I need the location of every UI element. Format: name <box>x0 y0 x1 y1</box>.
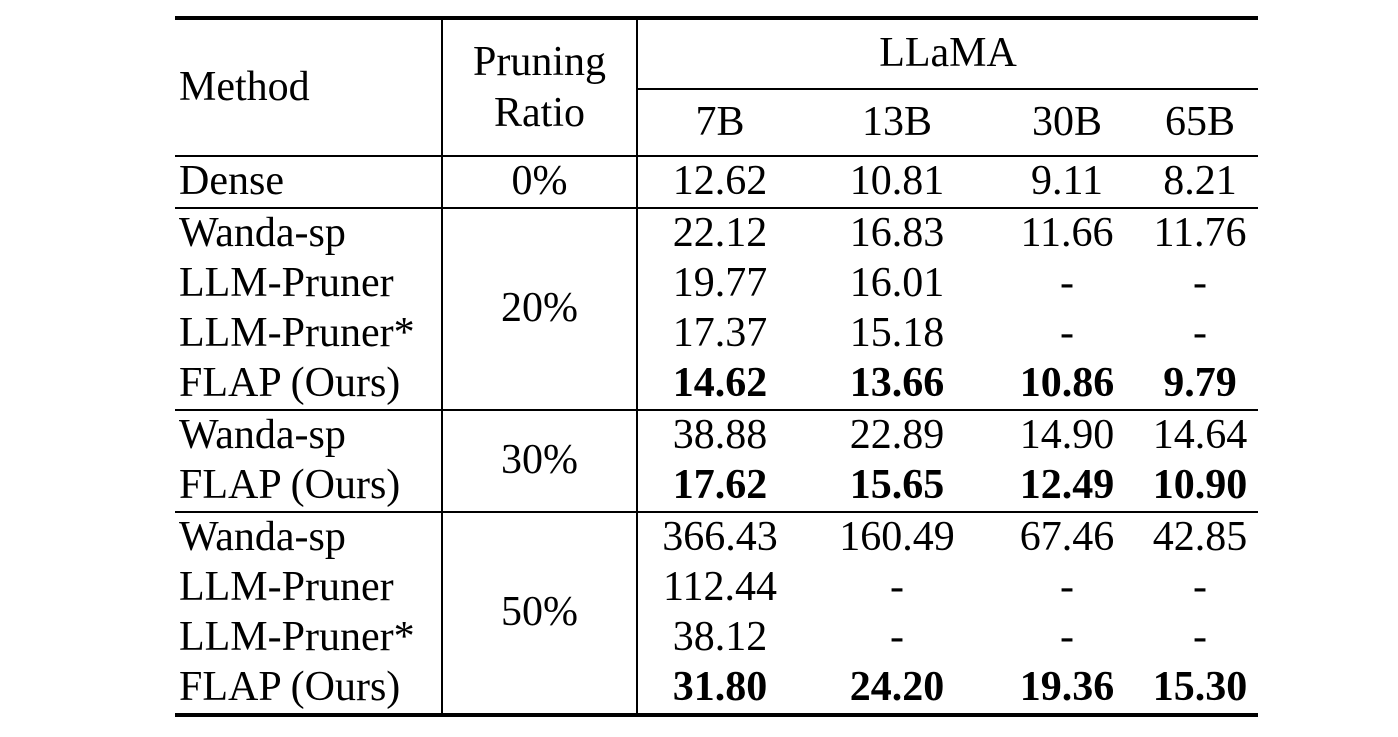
value-cell: 19.77 <box>672 260 768 307</box>
value-cell: 14.64 <box>1152 412 1248 459</box>
value-cell: 9.79 <box>1142 359 1259 411</box>
table-row: Dense 0% 12.62 10.81 9.11 8.21 <box>175 156 1259 209</box>
value-cell: 38.88 <box>672 412 768 459</box>
value-cell: 24.20 <box>849 664 945 711</box>
table-row: FLAP (Ours) 17.62 15.65 12.49 10.90 <box>175 461 1259 513</box>
value-cell: 14.90 <box>1019 412 1115 459</box>
value-cell: 14.62 <box>637 359 802 411</box>
header-llama-group: LLaMA <box>637 18 1259 90</box>
header-model-13b: 13B <box>802 89 992 157</box>
value-cell: 9.11 <box>992 156 1142 209</box>
method-cell: LLM-Pruner* <box>179 614 415 661</box>
value-cell: 13.66 <box>802 359 992 411</box>
table-row: Wanda-sp 50% 366.43 160.49 67.46 42.85 <box>175 512 1258 716</box>
value-cell: - <box>1193 310 1207 357</box>
value-cell: 15.30 <box>1152 664 1248 711</box>
pruning-results-table: Method Pruning Ratio LLaMA 7B 13B 30B 65… <box>175 16 1259 717</box>
method-cell: FLAP (Ours) <box>179 664 401 711</box>
value-cell: - <box>1060 260 1074 307</box>
value-cell: 12.62 <box>637 156 802 209</box>
value-cell: 15.18 <box>849 310 945 357</box>
value-cell: 11.76 <box>1153 210 1247 257</box>
value-cell: - <box>1193 564 1207 611</box>
value-cell: - <box>890 564 904 611</box>
header-row-models: 7B 13B 30B 65B <box>175 89 1259 157</box>
ratio-cell: 50% <box>441 512 638 716</box>
value-cell: - <box>1193 260 1207 307</box>
table-row: Wanda-sp 30% 38.88 22.89 14.90 14.64 <box>175 410 1258 513</box>
method-cell: Dense <box>175 156 442 209</box>
header-method: Method <box>175 18 442 157</box>
value-cell: - <box>1060 564 1074 611</box>
ratio-cell: 0% <box>441 156 638 209</box>
table-row: FLAP (Ours) 14.62 13.66 10.86 9.79 <box>175 359 1259 411</box>
value-cell: - <box>890 614 904 661</box>
header-pruning-ratio: Pruning Ratio <box>441 18 638 157</box>
ratio-cell: 30% <box>441 410 638 513</box>
method-cell: FLAP (Ours) <box>175 461 442 513</box>
value-cell: 19.36 <box>1019 664 1115 711</box>
header-model-7b: 7B <box>637 89 802 157</box>
ratio-cell: 20% <box>441 208 638 411</box>
value-cell: 38.12 <box>672 614 768 661</box>
value-cell: 366.43 <box>662 514 778 561</box>
method-cell: Wanda-sp <box>179 412 346 459</box>
value-cell: - <box>1060 310 1074 357</box>
method-cell: Wanda-sp <box>179 514 346 561</box>
value-cell: 17.62 <box>637 461 802 513</box>
header-model-30b: 30B <box>992 89 1142 157</box>
value-cell: 42.85 <box>1152 514 1248 561</box>
value-cell: 17.37 <box>672 310 768 357</box>
value-cell: 160.49 <box>839 514 955 561</box>
value-cell: 12.49 <box>992 461 1142 513</box>
method-cell: LLM-Pruner <box>179 564 394 611</box>
table-row: LLM-Pruner* 38.12 - - - <box>175 613 1258 663</box>
method-cell: LLM-Pruner* <box>179 310 415 357</box>
header-pruning-line2: Ratio <box>494 89 585 136</box>
value-cell: - <box>1193 614 1207 661</box>
method-cell: FLAP (Ours) <box>175 359 442 411</box>
value-cell: 15.65 <box>802 461 992 513</box>
value-cell: 67.46 <box>1019 514 1115 561</box>
table-row: LLM-Pruner 19.77 16.01 - - <box>175 259 1258 309</box>
table-row: FLAP (Ours) 31.80 24.20 19.36 15.30 <box>175 663 1258 715</box>
value-cell: 10.81 <box>802 156 992 209</box>
table-row: Wanda-sp 20% 22.12 16.83 11.66 11.76 <box>175 208 1258 411</box>
header-row-group: Method Pruning Ratio LLaMA <box>175 18 1259 157</box>
value-cell: 11.66 <box>1020 210 1114 257</box>
value-cell: 112.44 <box>663 564 777 611</box>
value-cell: 16.01 <box>849 260 945 307</box>
method-cell: LLM-Pruner <box>179 260 394 307</box>
value-cell: - <box>1060 614 1074 661</box>
value-cell: 16.83 <box>849 210 945 257</box>
table-row: LLM-Pruner 112.44 - - - <box>175 563 1258 613</box>
value-cell: 22.12 <box>672 210 768 257</box>
value-cell: 22.89 <box>849 412 945 459</box>
method-cell: Wanda-sp <box>179 210 346 257</box>
value-cell: 10.86 <box>992 359 1142 411</box>
header-pruning-line1: Pruning <box>472 39 606 86</box>
table-row: LLM-Pruner* 17.37 15.18 - - <box>175 309 1258 359</box>
value-cell: 31.80 <box>672 664 768 711</box>
value-cell: 8.21 <box>1142 156 1259 209</box>
header-model-65b: 65B <box>1142 89 1259 157</box>
value-cell: 10.90 <box>1142 461 1259 513</box>
